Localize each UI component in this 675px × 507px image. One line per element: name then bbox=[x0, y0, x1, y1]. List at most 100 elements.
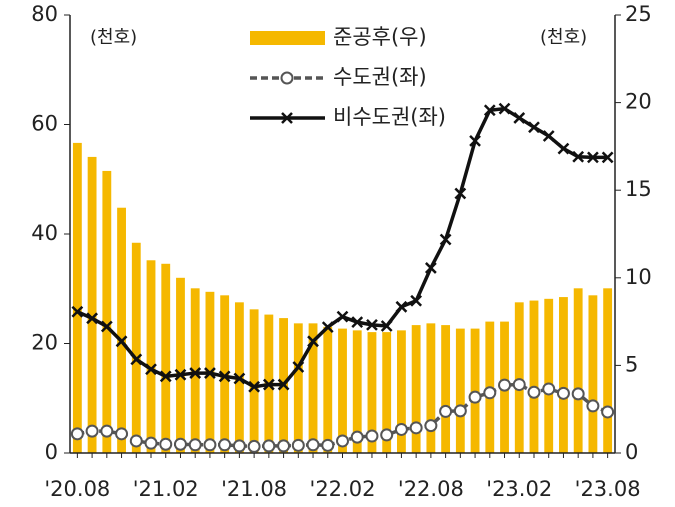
point bbox=[394, 422, 408, 436]
point bbox=[291, 438, 305, 452]
point bbox=[498, 102, 511, 115]
bar bbox=[87, 156, 97, 454]
legend-label: 비수도권(좌) bbox=[333, 105, 446, 129]
bar bbox=[441, 325, 451, 453]
point bbox=[189, 367, 202, 379]
point bbox=[571, 387, 585, 401]
y-tick-label: 40 bbox=[31, 221, 58, 245]
legend-marker bbox=[280, 71, 294, 85]
point bbox=[409, 421, 423, 435]
y2-tick-label: 10 bbox=[625, 265, 652, 289]
bar bbox=[102, 170, 112, 454]
point bbox=[351, 316, 364, 329]
point bbox=[115, 427, 129, 441]
x-tick-label: '22.08 bbox=[398, 477, 464, 501]
point bbox=[365, 429, 379, 443]
point bbox=[527, 385, 541, 399]
point bbox=[556, 386, 570, 400]
x-tick-label: '23.08 bbox=[575, 477, 641, 501]
point bbox=[513, 112, 526, 124]
point bbox=[454, 187, 467, 200]
point bbox=[439, 404, 453, 418]
point bbox=[572, 150, 585, 163]
point bbox=[277, 378, 290, 391]
y-tick-label: 60 bbox=[31, 112, 58, 136]
bar bbox=[220, 295, 230, 453]
point bbox=[292, 361, 305, 373]
point bbox=[203, 438, 217, 452]
point bbox=[70, 427, 84, 441]
y2-tick-label: 15 bbox=[625, 177, 652, 201]
point bbox=[424, 262, 437, 274]
point bbox=[321, 321, 334, 333]
point bbox=[483, 386, 497, 400]
point bbox=[380, 428, 394, 442]
point bbox=[159, 370, 172, 383]
bar bbox=[529, 300, 539, 453]
point bbox=[410, 294, 423, 307]
point bbox=[115, 335, 128, 348]
legend-marker bbox=[281, 112, 293, 124]
y2-tick-label: 5 bbox=[625, 352, 638, 376]
bar bbox=[352, 330, 362, 453]
bar bbox=[411, 325, 421, 453]
point bbox=[587, 151, 599, 164]
point bbox=[336, 434, 349, 448]
point bbox=[145, 363, 157, 376]
bar bbox=[367, 332, 377, 453]
y2-tick-label: 25 bbox=[625, 2, 652, 26]
bar bbox=[146, 260, 156, 453]
point bbox=[542, 382, 556, 396]
legend-label: 준공후(우) bbox=[333, 25, 427, 49]
bar bbox=[338, 328, 347, 453]
point bbox=[321, 438, 335, 452]
point bbox=[100, 424, 114, 438]
point bbox=[542, 130, 555, 142]
x-tick-label: '21.02 bbox=[133, 477, 199, 501]
bar bbox=[544, 298, 554, 453]
point bbox=[85, 424, 99, 438]
y2-tick-label: 20 bbox=[625, 90, 652, 114]
point bbox=[468, 390, 482, 404]
y-unit: (천호) bbox=[90, 27, 137, 48]
bar bbox=[323, 326, 333, 453]
point bbox=[247, 439, 261, 453]
bar bbox=[426, 323, 436, 453]
y2-tick-label: 0 bbox=[625, 440, 638, 464]
bar bbox=[397, 330, 406, 453]
bar bbox=[293, 323, 303, 453]
bar bbox=[72, 142, 82, 453]
x-tick-label: '20.08 bbox=[44, 477, 110, 501]
point bbox=[218, 438, 232, 452]
legend-label: 수도권(좌) bbox=[333, 65, 427, 89]
point bbox=[350, 430, 364, 444]
point bbox=[218, 370, 231, 383]
bar bbox=[117, 207, 126, 453]
y-tick-label: 0 bbox=[45, 440, 58, 464]
bar bbox=[249, 309, 259, 453]
bar bbox=[161, 263, 171, 453]
point bbox=[129, 434, 143, 448]
point bbox=[512, 378, 526, 392]
point bbox=[498, 378, 512, 392]
bar bbox=[176, 277, 185, 453]
point bbox=[601, 151, 614, 164]
bar bbox=[573, 288, 583, 453]
bar bbox=[603, 288, 613, 453]
point bbox=[232, 439, 246, 453]
y-tick-label: 20 bbox=[31, 331, 58, 355]
point bbox=[469, 135, 481, 147]
point bbox=[483, 104, 496, 117]
point bbox=[86, 312, 98, 325]
point bbox=[306, 438, 320, 452]
bar bbox=[455, 328, 465, 453]
point bbox=[144, 436, 158, 450]
bar bbox=[559, 297, 568, 453]
x-tick-label: '22.02 bbox=[310, 477, 376, 501]
point bbox=[204, 367, 216, 379]
x-tick-label: '21.08 bbox=[221, 477, 287, 501]
point bbox=[601, 405, 615, 419]
point bbox=[248, 380, 261, 393]
point bbox=[307, 335, 319, 348]
point bbox=[173, 437, 187, 451]
